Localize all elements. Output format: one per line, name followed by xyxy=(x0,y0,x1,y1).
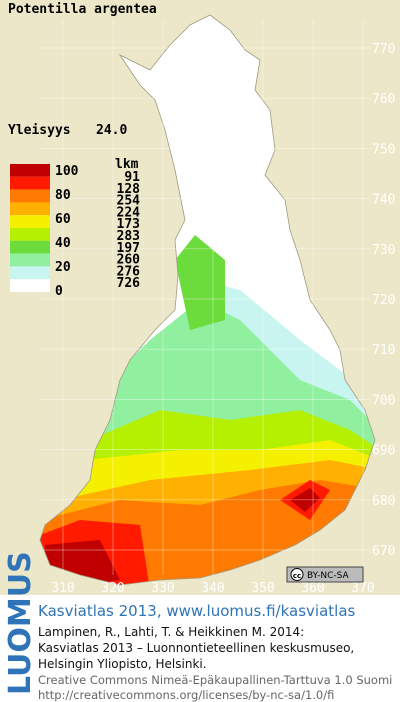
north-label: 720 xyxy=(372,293,395,308)
east-label: 370 xyxy=(351,581,374,596)
grid: 770 760 750 740 730 720 710 700 690 680 670 310 320 3… xyxy=(40,20,395,596)
legend-scale: 0 xyxy=(55,284,63,299)
logo: LUOMUS xyxy=(3,551,38,695)
north-label: 770 xyxy=(372,42,395,57)
legend-swatch xyxy=(10,266,50,280)
legend-count: 283 xyxy=(117,229,140,244)
cc-badge xyxy=(286,566,364,583)
east-label: 360 xyxy=(301,581,324,596)
east-label: 340 xyxy=(201,581,224,596)
legend-swatch xyxy=(10,164,50,177)
north-label: 730 xyxy=(372,243,395,258)
legend-scale: 60 xyxy=(55,212,71,227)
legend-count: 254 xyxy=(117,194,141,209)
citation-line: Helsingin Yliopisto, Helsinki. xyxy=(38,657,207,671)
cc-text: cc xyxy=(293,572,301,580)
north-label: 680 xyxy=(372,494,395,509)
headline: Kasviatlas 2013, www.luomus.fi/kasviatla… xyxy=(38,602,356,620)
footer: Lampinen, R., Lahti, T. & Heikkinen M. 2… xyxy=(38,625,392,702)
legend-swatch xyxy=(10,228,50,241)
legend-count: 173 xyxy=(117,217,140,232)
license-line: http://creativecommons.org/licenses/by-n… xyxy=(38,688,334,702)
legend-scale: 40 xyxy=(55,236,71,251)
legend-count: 260 xyxy=(117,253,141,268)
legend-swatch xyxy=(10,279,50,292)
legend-swatch xyxy=(10,176,50,190)
east-label: 320 xyxy=(101,581,124,596)
legend-count: 276 xyxy=(117,264,141,279)
citation-line: Kasviatlas 2013 – Luonnontieteellinen ke… xyxy=(38,641,354,655)
north-label: 710 xyxy=(372,343,395,358)
legend-scale: 20 xyxy=(55,260,71,275)
north-label: 740 xyxy=(372,193,395,208)
east-label: 310 xyxy=(51,581,74,596)
count-header: lkm xyxy=(115,157,139,172)
north-label: 760 xyxy=(372,92,395,107)
species-title: Potentilla argentea xyxy=(8,2,157,17)
legend-swatch xyxy=(10,240,50,254)
cc-license: BY-NC-SA xyxy=(307,571,350,581)
north-label: 690 xyxy=(372,444,395,459)
legend-swatch xyxy=(10,202,50,216)
cc-icon xyxy=(290,568,304,581)
east-label: 350 xyxy=(251,581,274,596)
legend-scale: 80 xyxy=(55,188,71,203)
citation-line: Lampinen, R., Lahti, T. & Heikkinen M. 2… xyxy=(38,625,304,639)
legend-count: 197 xyxy=(117,241,140,256)
legend-swatch xyxy=(10,189,50,203)
north-label: 670 xyxy=(372,544,395,559)
north-label: 700 xyxy=(372,393,395,408)
legend-scale: 100 xyxy=(55,164,79,179)
legend-swatch xyxy=(10,215,50,228)
legend-count: 91 xyxy=(124,170,140,185)
license-line: Creative Commons Nimeä-Epäkaupallinen-Ta… xyxy=(38,673,392,687)
legend-count: 726 xyxy=(117,276,141,291)
legend-count: 224 xyxy=(117,205,141,220)
legend-swatch xyxy=(10,253,50,267)
frequency-value: 24.0 xyxy=(96,123,127,138)
north-label: 750 xyxy=(372,142,395,157)
frequency-label: Yleisyys xyxy=(8,123,71,138)
east-label: 330 xyxy=(151,581,174,596)
legend-count: 128 xyxy=(117,182,141,197)
